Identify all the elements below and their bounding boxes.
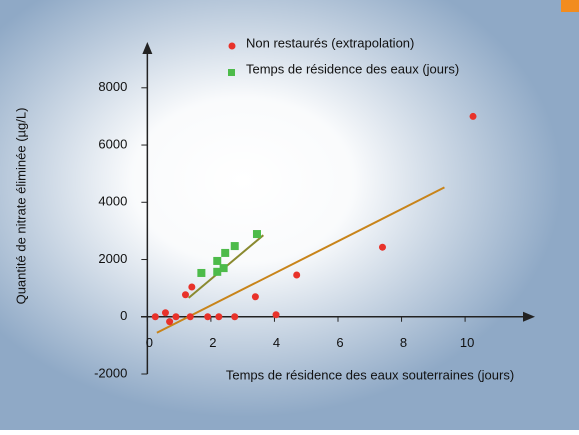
corner-tab <box>561 0 579 12</box>
x-tick-label: 8 <box>400 335 407 350</box>
point <box>197 269 205 277</box>
point <box>470 113 477 120</box>
point <box>152 313 159 320</box>
point <box>187 313 194 320</box>
point <box>182 291 189 298</box>
y-tick-label: 2000 <box>98 251 127 266</box>
point <box>273 311 280 318</box>
x-tick-label: 10 <box>460 335 474 350</box>
point <box>213 257 221 265</box>
x-tick-label: 4 <box>273 335 280 350</box>
x-tick-label: 2 <box>209 335 216 350</box>
point <box>220 264 228 272</box>
x-tick-label: 0 <box>146 335 153 350</box>
point <box>172 313 179 320</box>
y-tick-label: 0 <box>120 308 127 323</box>
point <box>188 283 195 290</box>
y-axis-label: Quantité de nitrate éliminée (µg/L) <box>13 108 28 305</box>
legend-label: Temps de résidence des eaux (jours) <box>246 61 459 76</box>
y-tick-label: -2000 <box>94 365 127 380</box>
point <box>293 271 300 278</box>
legend-label: Non restaurés (extrapolation) <box>246 35 414 50</box>
point <box>215 313 222 320</box>
point <box>204 313 211 320</box>
point <box>253 230 261 238</box>
point <box>221 249 229 257</box>
y-tick-label: 8000 <box>98 79 127 94</box>
x-tick-label: 6 <box>336 335 343 350</box>
y-tick-label: 6000 <box>98 136 127 151</box>
point <box>252 293 259 300</box>
x-axis-label: Temps de résidence des eaux souterraines… <box>226 367 514 382</box>
point <box>166 318 173 325</box>
point <box>231 313 238 320</box>
point <box>162 309 169 316</box>
chart: Temps de résidence des eaux souterraines… <box>0 0 579 430</box>
legend-marker <box>229 43 236 50</box>
point <box>379 244 386 251</box>
legend-marker <box>228 69 235 76</box>
y-tick-label: 4000 <box>98 194 127 209</box>
point <box>231 242 239 250</box>
